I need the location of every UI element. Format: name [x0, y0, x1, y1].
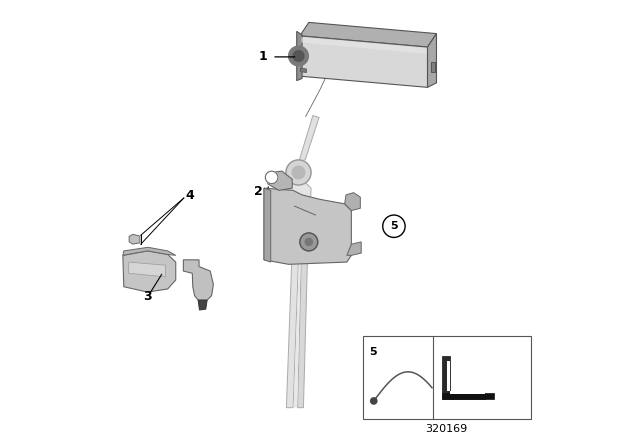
Text: 3: 3: [143, 290, 152, 303]
Polygon shape: [123, 247, 176, 255]
Polygon shape: [298, 260, 307, 408]
Polygon shape: [442, 393, 493, 399]
Polygon shape: [299, 116, 319, 161]
Polygon shape: [198, 300, 207, 310]
Polygon shape: [301, 37, 427, 54]
Circle shape: [266, 171, 278, 184]
Polygon shape: [287, 179, 311, 260]
Text: 5: 5: [390, 221, 397, 231]
Polygon shape: [264, 188, 351, 264]
Circle shape: [293, 51, 304, 61]
Polygon shape: [345, 193, 360, 211]
Polygon shape: [442, 356, 484, 399]
Circle shape: [300, 233, 317, 251]
Polygon shape: [294, 260, 301, 408]
Circle shape: [371, 398, 377, 404]
Text: 4: 4: [186, 190, 195, 202]
Polygon shape: [300, 36, 428, 87]
Text: 320169: 320169: [426, 424, 468, 434]
Polygon shape: [184, 260, 213, 300]
Text: 2: 2: [254, 185, 263, 198]
Polygon shape: [431, 62, 435, 72]
Polygon shape: [123, 251, 176, 292]
Polygon shape: [428, 34, 436, 87]
Polygon shape: [297, 31, 302, 81]
Text: 1: 1: [259, 50, 267, 64]
Circle shape: [286, 160, 311, 185]
Polygon shape: [268, 171, 292, 190]
Polygon shape: [287, 260, 298, 408]
Text: 5: 5: [369, 347, 377, 357]
Circle shape: [292, 166, 305, 179]
Polygon shape: [347, 242, 361, 255]
Polygon shape: [300, 22, 436, 47]
Polygon shape: [129, 234, 140, 244]
Polygon shape: [300, 68, 307, 73]
Circle shape: [305, 238, 312, 246]
Polygon shape: [264, 188, 271, 262]
Polygon shape: [129, 262, 165, 277]
Circle shape: [289, 46, 308, 66]
Polygon shape: [445, 361, 484, 394]
